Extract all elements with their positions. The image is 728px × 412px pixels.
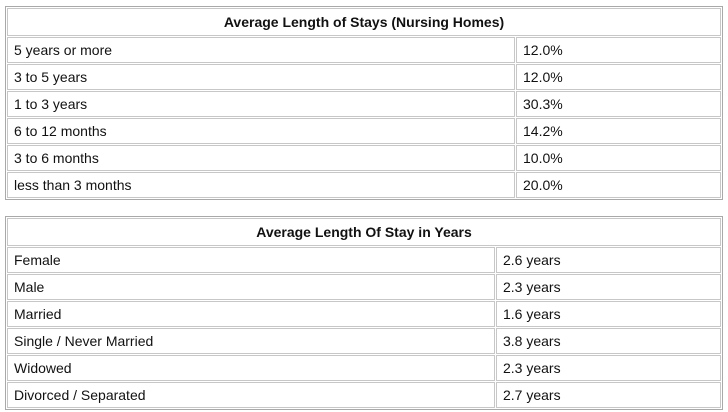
table-row: 6 to 12 months 14.2% [7, 118, 721, 144]
table-row: Male 2.3 years [7, 274, 721, 300]
row-value: 2.3 years [496, 274, 721, 300]
table-row: Divorced / Separated 2.7 years [7, 382, 721, 408]
stays-table: Average Length of Stays (Nursing Homes) … [5, 6, 723, 200]
table-row: Widowed 2.3 years [7, 355, 721, 381]
row-value: 14.2% [516, 118, 721, 144]
row-value: 3.8 years [496, 328, 721, 354]
table-row: less than 3 months 20.0% [7, 172, 721, 198]
row-label: 3 to 5 years [7, 64, 515, 90]
row-label: 3 to 6 months [7, 145, 515, 171]
table-row: Female 2.6 years [7, 247, 721, 273]
table-row: Married 1.6 years [7, 301, 721, 327]
row-label: less than 3 months [7, 172, 515, 198]
row-label: Widowed [7, 355, 495, 381]
row-value: 12.0% [516, 37, 721, 63]
row-label: Married [7, 301, 495, 327]
row-label: Female [7, 247, 495, 273]
row-value: 20.0% [516, 172, 721, 198]
row-value: 10.0% [516, 145, 721, 171]
row-value: 1.6 years [496, 301, 721, 327]
table-row: Single / Never Married 3.8 years [7, 328, 721, 354]
row-value: 30.3% [516, 91, 721, 117]
row-label: 1 to 3 years [7, 91, 515, 117]
row-label: 5 years or more [7, 37, 515, 63]
row-label: Male [7, 274, 495, 300]
table-title: Average Length Of Stay in Years [7, 218, 721, 246]
table-row: 3 to 6 months 10.0% [7, 145, 721, 171]
row-label: 6 to 12 months [7, 118, 515, 144]
row-value: 12.0% [516, 64, 721, 90]
row-value: 2.3 years [496, 355, 721, 381]
table-row: 3 to 5 years 12.0% [7, 64, 721, 90]
row-label: Divorced / Separated [7, 382, 495, 408]
row-value: 2.7 years [496, 382, 721, 408]
row-value: 2.6 years [496, 247, 721, 273]
years-table: Average Length Of Stay in Years Female 2… [5, 216, 723, 410]
row-label: Single / Never Married [7, 328, 495, 354]
table-title: Average Length of Stays (Nursing Homes) [7, 8, 721, 36]
table-header-row: Average Length of Stays (Nursing Homes) [7, 8, 721, 36]
table-row: 1 to 3 years 30.3% [7, 91, 721, 117]
table-header-row: Average Length Of Stay in Years [7, 218, 721, 246]
table-row: 5 years or more 12.0% [7, 37, 721, 63]
